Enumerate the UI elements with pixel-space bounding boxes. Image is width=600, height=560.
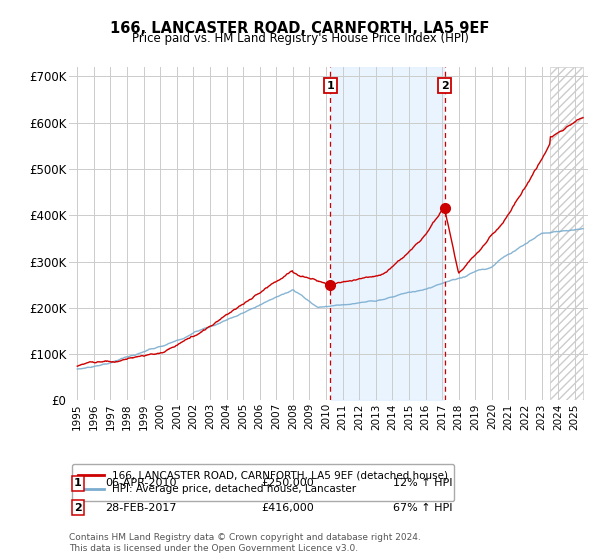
Text: 166, LANCASTER ROAD, CARNFORTH, LA5 9EF: 166, LANCASTER ROAD, CARNFORTH, LA5 9EF: [110, 21, 490, 36]
Text: 2: 2: [440, 81, 448, 91]
Text: 1: 1: [74, 478, 82, 488]
Text: 2: 2: [74, 503, 82, 513]
Text: Contains HM Land Registry data © Crown copyright and database right 2024.
This d: Contains HM Land Registry data © Crown c…: [69, 533, 421, 553]
Text: 12% ↑ HPI: 12% ↑ HPI: [393, 478, 452, 488]
Text: 1: 1: [326, 81, 334, 91]
Text: 67% ↑ HPI: 67% ↑ HPI: [393, 503, 452, 513]
Text: £416,000: £416,000: [261, 503, 314, 513]
Text: 06-APR-2010: 06-APR-2010: [105, 478, 176, 488]
Legend: 166, LANCASTER ROAD, CARNFORTH, LA5 9EF (detached house), HPI: Average price, de: 166, LANCASTER ROAD, CARNFORTH, LA5 9EF …: [71, 464, 454, 501]
Text: £250,000: £250,000: [261, 478, 314, 488]
Text: Price paid vs. HM Land Registry's House Price Index (HPI): Price paid vs. HM Land Registry's House …: [131, 32, 469, 45]
Text: 28-FEB-2017: 28-FEB-2017: [105, 503, 176, 513]
